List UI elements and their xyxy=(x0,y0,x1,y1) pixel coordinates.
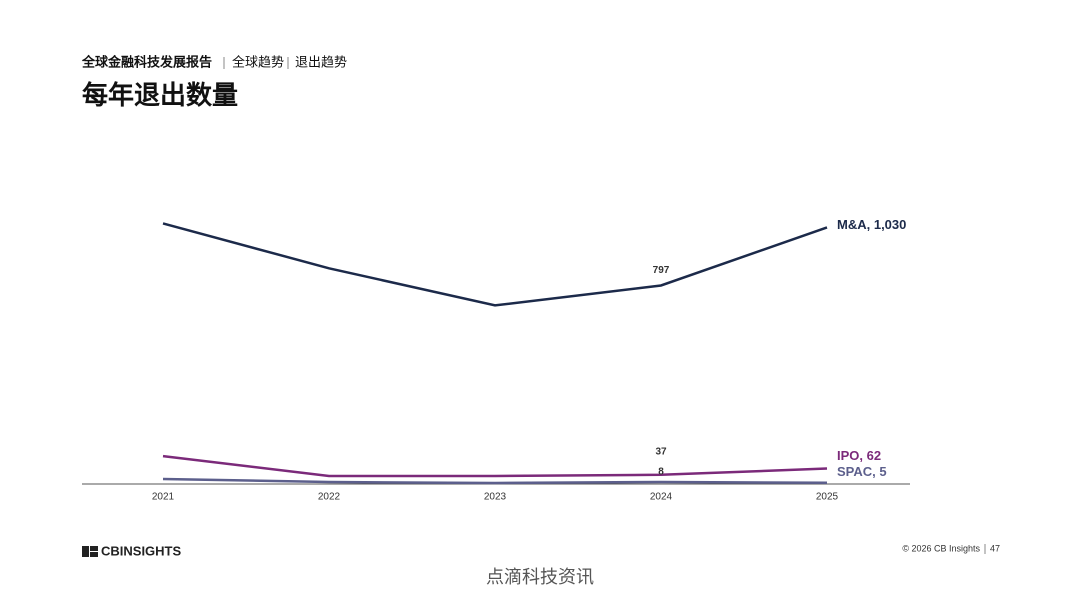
x-tick-label: 2022 xyxy=(318,492,341,503)
value-label: 62 xyxy=(867,448,881,463)
logo-icon xyxy=(90,552,98,557)
separator: , xyxy=(867,217,874,232)
logo-icon xyxy=(90,546,98,551)
value-label: 37 xyxy=(655,446,667,457)
page-number: 47 xyxy=(990,543,1000,553)
end-label: M&A, 1,030 xyxy=(837,217,906,232)
logo: CBINSIGHTS xyxy=(82,543,182,558)
value-label: 1,030 xyxy=(874,217,907,232)
logo-text: CBINSIGHTS xyxy=(101,543,182,558)
series-name: SPAC xyxy=(837,464,873,479)
x-tick-label: 2023 xyxy=(484,492,507,503)
x-tick-label: 2021 xyxy=(152,492,175,503)
series-name: IPO xyxy=(837,448,859,463)
separator: , xyxy=(872,464,879,479)
chart-title: 每年退出数量 xyxy=(82,80,238,110)
series-line xyxy=(162,222,828,307)
end-label: SPAC, 5 xyxy=(837,464,887,479)
series-line xyxy=(162,477,828,485)
report-title: 全球金融科技发展报告 xyxy=(81,54,212,69)
series-line xyxy=(162,454,828,478)
value-label: 797 xyxy=(653,265,670,276)
copyright: © 2026 CB Insights xyxy=(902,543,980,553)
separator: , xyxy=(859,448,866,463)
end-label: IPO, 62 xyxy=(837,448,881,463)
subsection: 退出趋势 xyxy=(295,54,347,69)
x-tick-label: 2025 xyxy=(816,492,839,503)
value-label: 8 xyxy=(658,467,664,478)
section: 全球趋势 xyxy=(232,54,284,69)
x-tick-label: 2024 xyxy=(650,492,673,503)
series-name: M&A xyxy=(837,217,867,232)
value-label: 5 xyxy=(879,464,886,479)
logo-icon xyxy=(82,546,89,557)
watermark: 点滴科技资讯 xyxy=(486,567,594,587)
